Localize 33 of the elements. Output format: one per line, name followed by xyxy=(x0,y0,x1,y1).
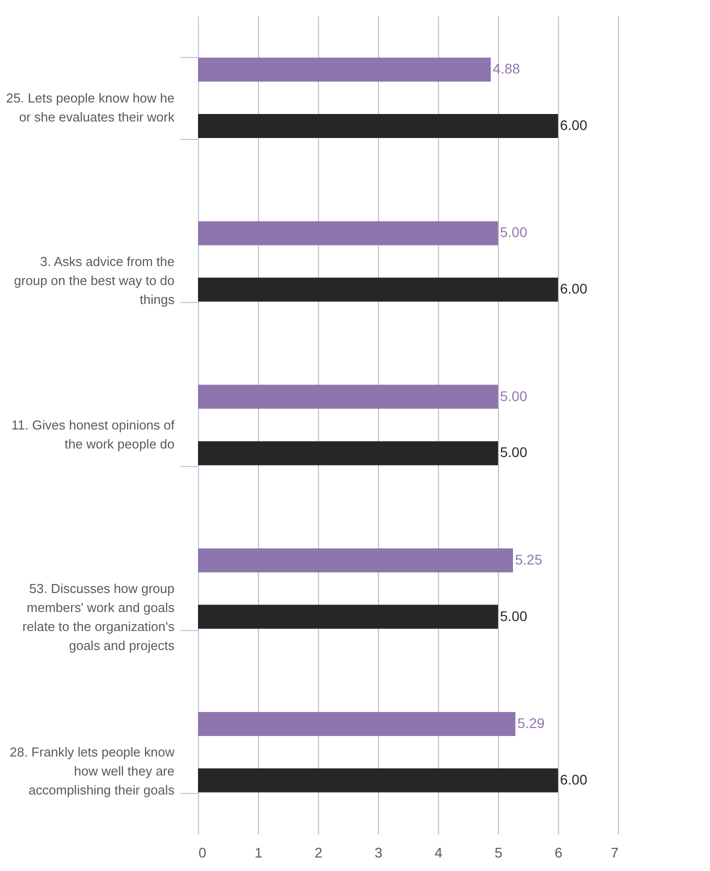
data-label: 6.00 xyxy=(560,117,588,134)
bar xyxy=(198,221,498,246)
bar xyxy=(198,384,498,409)
y-tick-label: 3. Asks advice from the group on the best way to do things xyxy=(14,254,175,307)
bar xyxy=(198,441,498,466)
bar xyxy=(198,58,491,82)
bar xyxy=(198,604,498,629)
x-tick-label: 4 xyxy=(434,844,443,860)
bar xyxy=(198,712,516,736)
y-tick-label: 11. Gives honest opinions of the work people do xyxy=(11,418,175,452)
x-tick-label: 7 xyxy=(610,844,619,860)
data-label: 6.00 xyxy=(560,771,588,788)
data-label: 5.00 xyxy=(500,608,528,624)
y-tick-label: 53. Discusses how group members' work and goals relate to the organization's goals and projects xyxy=(22,581,175,654)
data-label: 4.88 xyxy=(492,60,520,77)
x-tick-label: 3 xyxy=(374,844,383,860)
y-tick-label: 28. Frankly lets people know how well they are accomplishing their goals xyxy=(10,744,176,798)
bar xyxy=(198,548,513,572)
x-tick-label: 0 xyxy=(198,844,206,860)
x-tick-label: 6 xyxy=(554,844,563,860)
y-tick-label: 25. Lets people know how he or she evaluates their work xyxy=(6,90,175,124)
data-label: 5.00 xyxy=(500,388,528,404)
bar xyxy=(198,278,558,302)
x-tick-label: 2 xyxy=(314,844,323,860)
data-label: 5.25 xyxy=(515,551,542,568)
bar xyxy=(198,114,558,138)
data-label: 5.00 xyxy=(500,224,528,240)
x-tick-label: 5 xyxy=(494,844,503,860)
data-label: 5.00 xyxy=(500,444,528,460)
bar xyxy=(198,768,558,792)
data-label: 6.00 xyxy=(560,280,588,297)
data-label: 5.29 xyxy=(517,714,545,731)
x-tick-label: 1 xyxy=(254,844,263,860)
